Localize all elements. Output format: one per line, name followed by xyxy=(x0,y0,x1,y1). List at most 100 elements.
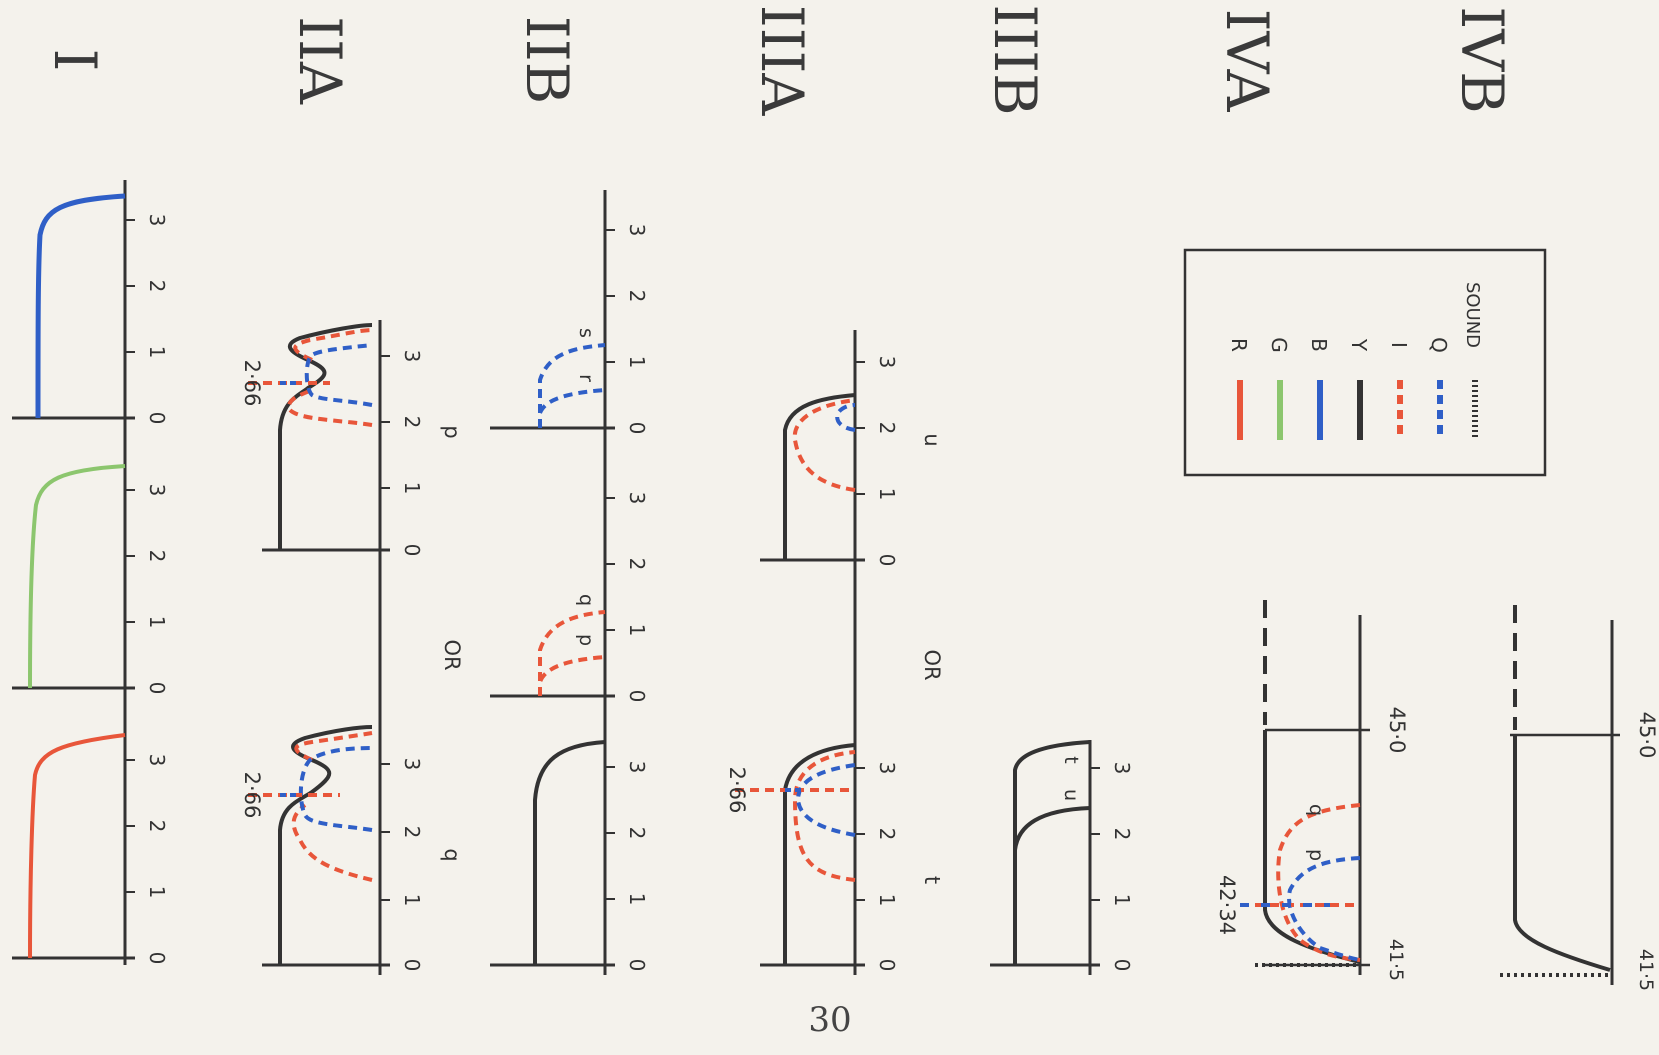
curve-IVA-Y xyxy=(1263,730,1361,964)
section-IIB-plots xyxy=(490,190,615,975)
axis-tick-label-IIIA-u-0: 0 xyxy=(875,554,899,567)
curve-B xyxy=(35,193,126,419)
axis-tick-label-IIA-q-3: 3 xyxy=(400,758,424,771)
curve-IIB-Y xyxy=(533,740,606,965)
label-2-66-IIA-bottom: 2·66 xyxy=(240,772,264,819)
label-r-IIB: r xyxy=(575,374,597,382)
axis-tick-label-I-3-0: 0 xyxy=(145,952,169,965)
axis-tick-label-I-1-3: 3 xyxy=(145,214,169,227)
axis-tick-label-IIB-1-2: 2 xyxy=(625,290,649,303)
curve-R xyxy=(28,733,126,959)
legend-label-SOUND: SOUND xyxy=(1462,282,1483,348)
label-42-34: 42·34 xyxy=(1215,875,1239,935)
legend: R G B Y I Q SOUND xyxy=(1183,248,1547,477)
legend-label-Q: Q xyxy=(1427,337,1451,353)
header-I: I xyxy=(41,49,109,72)
label-2-66-IIA-top: 2·66 xyxy=(240,360,264,407)
legend-label-R: R xyxy=(1227,338,1251,352)
label-t-IIIA: t xyxy=(920,876,944,884)
axis-tick-label-IIIA-t-1: 1 xyxy=(875,894,899,907)
axis-tick-label-IIIA-u-2: 2 xyxy=(875,422,899,435)
page-number: 30 xyxy=(808,1000,852,1040)
curve-IIB-s xyxy=(538,343,606,428)
label-p-IIB: p xyxy=(575,634,597,646)
axis-tick-label-IIA-p-3: 3 xyxy=(400,350,424,363)
axis-tick-label-IIIA-t-3: 3 xyxy=(875,762,899,775)
axis-tick-label-IIIA-u-3: 3 xyxy=(875,356,899,369)
label-45-0-IVA: 45·0 xyxy=(1385,707,1409,754)
label-q-IVA: q xyxy=(1305,804,1327,816)
label-p-IVA: p xyxy=(1305,849,1327,861)
section-headers: I IIA IIB IIIA IIIB IVA IVB xyxy=(41,4,1516,116)
curve-IIIA-t-Y xyxy=(783,743,856,965)
axis-tick-label-I-2-1: 1 xyxy=(145,616,169,629)
axis-tick-label-IIA-p-0: 0 xyxy=(400,544,424,557)
axis-tick-label-IIB-1-0: 0 xyxy=(625,422,649,435)
axis-tick-label-I-2-0: 0 xyxy=(145,682,169,695)
label-u-IIIB: u xyxy=(1060,789,1082,801)
axis-tick-label-IIA-p-2: 2 xyxy=(400,416,424,429)
header-IVB: IVB xyxy=(1448,6,1516,113)
label-41-5-IVB: 41·5 xyxy=(1635,949,1657,991)
legend-label-B: B xyxy=(1307,338,1331,352)
axis-tick-label-IIA-q-2: 2 xyxy=(400,826,424,839)
curve-IIA-p-Y xyxy=(278,323,373,550)
header-IVA: IVA xyxy=(1213,9,1281,113)
label-u-IIIA: u xyxy=(920,433,944,446)
section-IVB-plots xyxy=(1500,605,1620,985)
axis-tick-label-IIB-2-2: 2 xyxy=(625,558,649,571)
curve-IIB-r xyxy=(538,388,606,428)
axis-tick-label-IIB-2-3: 3 xyxy=(625,492,649,505)
axis-tick-label-IIB-3-3: 3 xyxy=(625,761,649,774)
axis-tick-label-IIIB-0: 0 xyxy=(1110,959,1134,972)
axis-tick-label-IIA-q-1: 1 xyxy=(400,894,424,907)
label-s-IIB: s xyxy=(575,328,597,338)
axis-tick-label-IIB-2-1: 1 xyxy=(625,624,649,637)
axis-tick-label-IIIA-u-1: 1 xyxy=(875,488,899,501)
axis-tick-labels: 0 1 2 3 0 1 2 3 0 1 2 3 0 1 2 3 0 1 2 3 0 1 2 3 0 1 2 3 0 1 2 3 0 1 2 3 0 1 2 3… xyxy=(145,214,1134,972)
label-q-IIB: q xyxy=(575,594,597,606)
axis-tick-label-IIB-2-0: 0 xyxy=(625,690,649,703)
axis-tick-label-IIA-p-1: 1 xyxy=(400,482,424,495)
label-or-IIIA: OR xyxy=(920,649,944,680)
section-IVA-plots xyxy=(1240,600,1370,975)
axis-tick-label-IIB-1-3: 3 xyxy=(625,224,649,237)
section-IIA-plots xyxy=(248,320,390,975)
label-45-0-IVB: 45·0 xyxy=(1635,712,1659,759)
axis-tick-label-IIIA-t-2: 2 xyxy=(875,828,899,841)
curve-IVB-Y xyxy=(1513,735,1611,972)
header-IIIB: IIIB xyxy=(981,4,1049,115)
axis-tick-label-I-3-1: 1 xyxy=(145,886,169,899)
annotations: 2·66 2·66 2·66 p q OR OR p q r s u t t u… xyxy=(240,328,1659,991)
header-IIB: IIB xyxy=(513,16,581,104)
axis-tick-label-IIIB-3: 3 xyxy=(1110,762,1134,775)
axis-tick-label-IIB-1-1: 1 xyxy=(625,356,649,369)
axis-tick-label-IIB-3-2: 2 xyxy=(625,827,649,840)
label-2-66-IIIA: 2·66 xyxy=(725,767,749,814)
axis-tick-label-IIIB-2: 2 xyxy=(1110,828,1134,841)
section-IIIA-plots xyxy=(735,330,865,975)
legend-label-I: I xyxy=(1387,342,1411,348)
curve-G xyxy=(28,464,126,689)
axis-tick-label-I-3-2: 2 xyxy=(145,820,169,833)
axis-tick-label-I-2-3: 3 xyxy=(145,484,169,497)
axis-tick-label-IIIA-t-0: 0 xyxy=(875,959,899,972)
label-q-IIA: q xyxy=(440,848,464,861)
axis-tick-label-I-1-1: 1 xyxy=(145,346,169,359)
curve-IIB-p xyxy=(538,655,606,696)
header-IIA: IIA xyxy=(286,16,354,105)
curve-IIA-q-Y xyxy=(278,725,373,965)
label-p-IIA: p xyxy=(440,425,464,438)
label-41-5-IVA: 41·5 xyxy=(1385,939,1407,981)
axis-tick-label-I-3-3: 3 xyxy=(145,754,169,767)
legend-label-Y: Y xyxy=(1347,338,1371,352)
axis-tick-label-I-2-2: 2 xyxy=(145,550,169,563)
axis-tick-label-IIB-3-1: 1 xyxy=(625,893,649,906)
curve-IIIB-u xyxy=(1013,806,1091,851)
curve-IIIB-t xyxy=(1013,740,1091,965)
section-I-plots xyxy=(12,180,135,965)
axis-tick-label-IIIB-1: 1 xyxy=(1110,894,1134,907)
curve-IIIA-u-Y xyxy=(783,393,856,560)
axis-tick-label-I-1-0: 0 xyxy=(145,412,169,425)
